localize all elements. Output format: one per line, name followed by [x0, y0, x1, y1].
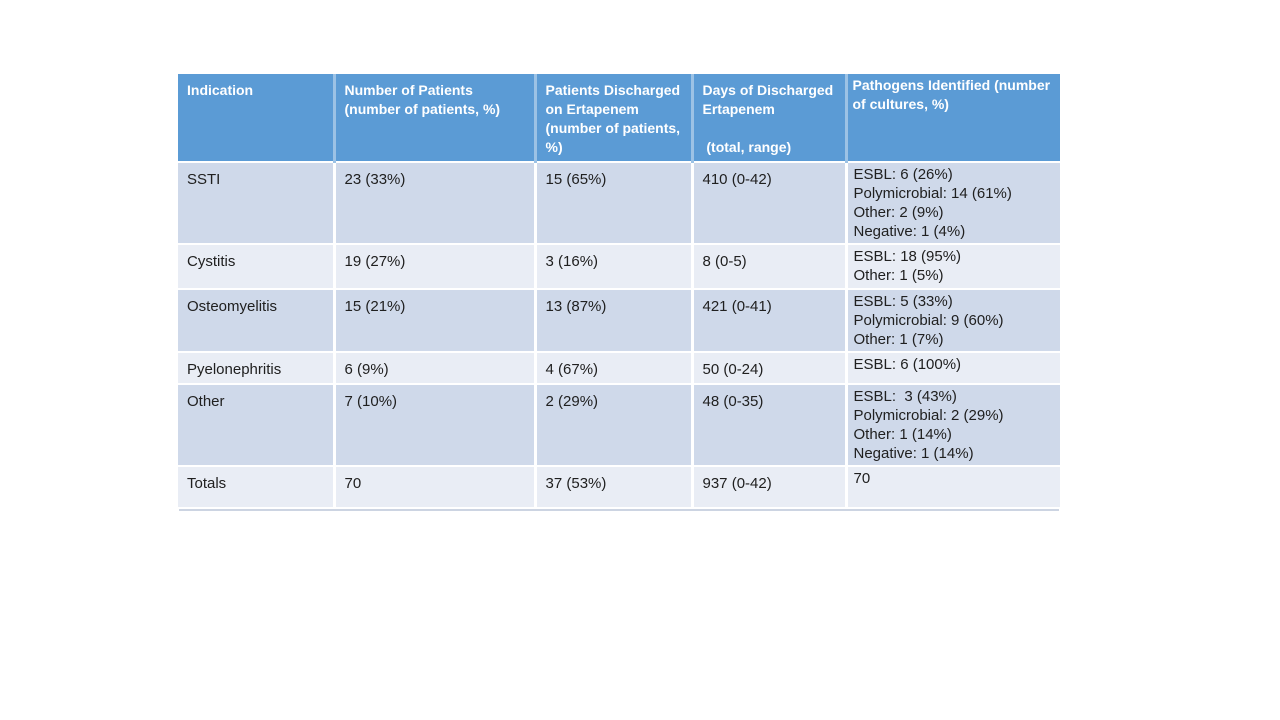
column-header-pathogens-identified: Pathogens Identified (number of cultures… — [846, 74, 1060, 163]
table-cell: SSTI — [178, 162, 336, 245]
table-cell: 8 (0-5) — [692, 244, 848, 290]
table-cell: 4 (67%) — [535, 352, 694, 385]
indication-outcomes-table: Indication Number of Patients (number of… — [178, 74, 1060, 509]
table-cell: Other — [178, 384, 336, 467]
column-header-patients-discharged: Patients Discharged on Ertapenem (number… — [535, 74, 694, 163]
table-header-row: Indication Number of Patients (number of… — [178, 74, 1060, 163]
table-row-totals: Totals 70 37 (53%) 937 (0-42) 70 — [178, 466, 1060, 509]
table-cell: ESBL: 5 (33%) Polymicrobial: 9 (60%) Oth… — [846, 289, 1060, 353]
table-row-other: Other 7 (10%) 2 (29%) 48 (0-35) ESBL: 3 … — [178, 384, 1060, 467]
table-cell: Totals — [178, 466, 336, 509]
table-cell: 50 (0-24) — [692, 352, 848, 385]
table-cell: 15 (65%) — [535, 162, 694, 245]
table-cell: 15 (21%) — [334, 289, 537, 353]
column-header-days-of-discharged: Days of Discharged Ertapenem (total, ran… — [692, 74, 848, 163]
table-cell: 19 (27%) — [334, 244, 537, 290]
table-cell: 937 (0-42) — [692, 466, 848, 509]
table-cell: 421 (0-41) — [692, 289, 848, 353]
table-cell: 23 (33%) — [334, 162, 537, 245]
table-cell: ESBL: 3 (43%) Polymicrobial: 2 (29%) Oth… — [846, 384, 1060, 467]
table-cell: Cystitis — [178, 244, 336, 290]
table-cell: ESBL: 18 (95%) Other: 1 (5%) — [846, 244, 1060, 290]
table-row-pyelonephritis: Pyelonephritis 6 (9%) 4 (67%) 50 (0-24) … — [178, 352, 1060, 385]
table-cell: 2 (29%) — [535, 384, 694, 467]
table-row-ssti: SSTI 23 (33%) 15 (65%) 410 (0-42) ESBL: … — [178, 162, 1060, 245]
table-cell: Pyelonephritis — [178, 352, 336, 385]
table-cell: 70 — [334, 466, 537, 509]
table-row-cystitis: Cystitis 19 (27%) 3 (16%) 8 (0-5) ESBL: … — [178, 244, 1060, 290]
table-cell: 6 (9%) — [334, 352, 537, 385]
table-cell: 13 (87%) — [535, 289, 694, 353]
table-cell: 70 — [846, 466, 1060, 509]
column-header-indication: Indication — [178, 74, 336, 163]
table-cell: 48 (0-35) — [692, 384, 848, 467]
table-cell: Osteomyelitis — [178, 289, 336, 353]
table-cell: ESBL: 6 (26%) Polymicrobial: 14 (61%) Ot… — [846, 162, 1060, 245]
table-cell: 410 (0-42) — [692, 162, 848, 245]
table-cell: 7 (10%) — [334, 384, 537, 467]
column-header-number-of-patients: Number of Patients (number of patients, … — [334, 74, 537, 163]
table-cell: 3 (16%) — [535, 244, 694, 290]
table-cell: 37 (53%) — [535, 466, 694, 509]
table-cell: ESBL: 6 (100%) — [846, 352, 1060, 385]
table-row-osteomyelitis: Osteomyelitis 15 (21%) 13 (87%) 421 (0-4… — [178, 289, 1060, 353]
